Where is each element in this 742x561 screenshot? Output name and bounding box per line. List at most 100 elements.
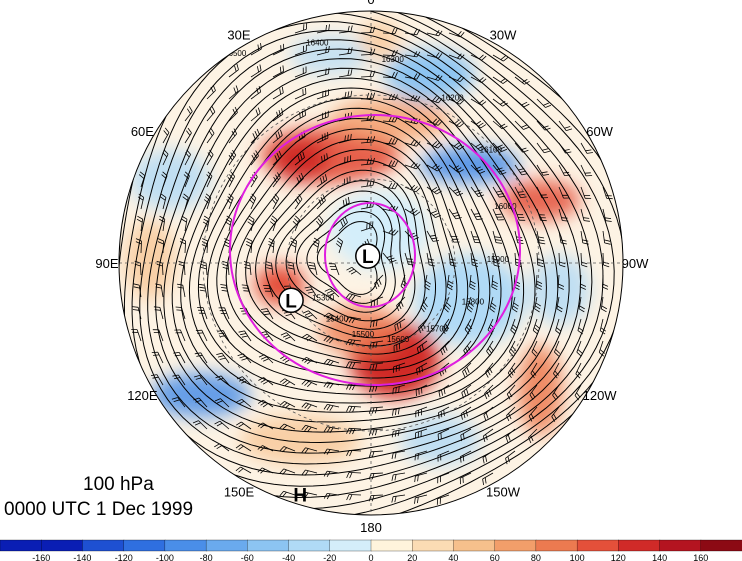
wind-barb-feather	[257, 44, 260, 51]
wind-barb	[580, 142, 588, 154]
wind-barb-feather	[274, 193, 280, 199]
longitude-label: 30W	[490, 27, 517, 42]
wind-barb	[404, 142, 417, 147]
wind-barb-feather	[431, 237, 438, 240]
wind-barb	[327, 404, 340, 408]
wind-barb-feather	[583, 220, 590, 222]
wind-barb-feather	[493, 264, 500, 268]
wind-barb-feather	[259, 64, 262, 71]
wind-barb-feather	[499, 146, 505, 150]
wind-barb-feather	[204, 196, 211, 201]
wind-barb-feather	[391, 474, 394, 481]
wind-barb-feather	[298, 193, 303, 200]
wind-barb-feather	[323, 404, 328, 410]
wind-barb-feather	[397, 408, 400, 415]
wind-barb-feather	[487, 348, 493, 354]
wind-barb	[283, 468, 296, 474]
wind-barb	[558, 230, 562, 243]
wind-barb-feather	[416, 347, 420, 354]
wind-barb-feather	[517, 191, 524, 193]
wind-barb	[206, 90, 216, 100]
wind-barb	[160, 285, 164, 298]
wind-barb-feather	[288, 267, 295, 270]
wind-barb	[228, 219, 232, 232]
wind-barb-feather	[432, 118, 437, 124]
wind-barb-feather	[457, 192, 464, 196]
longitude-label: 30E	[227, 27, 250, 42]
wind-barb-feather	[194, 422, 201, 426]
wind-barb	[415, 494, 428, 499]
wind-barb-feather	[135, 241, 142, 245]
wind-barb-feather	[323, 426, 328, 433]
wind-barb-feather	[443, 326, 448, 332]
wind-barb-feather	[466, 326, 471, 332]
wind-barb-feather	[307, 404, 312, 410]
wind-barb-feather	[410, 139, 415, 145]
wind-barb	[460, 428, 472, 436]
wind-barb	[250, 219, 255, 232]
wind-barb-feather	[268, 237, 275, 242]
wind-barb-feather	[456, 121, 462, 126]
wind-barb-feather	[186, 130, 191, 136]
wind-barb-feather	[325, 68, 327, 75]
wind-barb	[536, 142, 545, 153]
wind-barb-feather	[576, 351, 582, 357]
wind-barb-feather	[459, 99, 465, 105]
wind-barb-feather	[273, 196, 278, 202]
wind-barb-feather	[184, 171, 190, 177]
wind-barb-feather	[399, 322, 402, 329]
wind-barb-feather	[346, 266, 352, 271]
wind-barb-feather	[462, 433, 465, 440]
wind-barb-feather	[237, 353, 244, 357]
wind-barb-feather	[186, 108, 191, 115]
wind-barb-feather	[350, 47, 353, 54]
wind-barb-feather	[391, 116, 395, 122]
wind-barb-feather	[601, 305, 608, 310]
wind-barb-feather	[523, 103, 530, 108]
wind-barb-feather	[162, 152, 168, 158]
wind-barb	[470, 252, 473, 265]
wind-barb-feather	[301, 110, 304, 117]
wind-barb-feather	[603, 264, 610, 268]
wind-barb-feather	[481, 78, 487, 84]
wind-barb	[470, 76, 482, 84]
wind-barb-feather	[472, 264, 479, 267]
colorbar-swatch	[82, 539, 125, 552]
wind-barb-feather	[323, 312, 329, 318]
wind-barb	[487, 318, 494, 331]
wind-barb-feather	[372, 26, 376, 33]
wind-barb-feather	[376, 281, 380, 288]
wind-barb-feather	[312, 243, 319, 248]
wind-barb-feather	[414, 454, 416, 461]
wind-barb-feather	[245, 244, 252, 248]
wind-barb-feather	[544, 127, 551, 131]
wind-barb-feather	[413, 95, 418, 102]
wind-barb-feather	[560, 242, 567, 245]
wind-barb-feather	[543, 150, 550, 154]
wind-barb-feather	[253, 152, 258, 159]
wind-barb-feather	[260, 424, 266, 429]
wind-barb-feather	[296, 177, 300, 183]
wind-barb-feather	[279, 491, 284, 497]
height-contour	[255, 159, 436, 347]
wind-barb	[177, 397, 186, 408]
wind-barb	[483, 428, 494, 437]
wind-barb-feather	[503, 56, 509, 62]
wind-barb-feather	[413, 73, 418, 79]
wind-barb-feather	[287, 264, 294, 267]
wind-barb-feather	[545, 104, 552, 108]
wind-barb	[294, 28, 307, 34]
colorbar-tick-label: 160	[693, 553, 708, 561]
colorbar-swatch	[700, 539, 742, 552]
colorbar-tick-label: -60	[241, 553, 254, 561]
wind-barb-feather	[228, 193, 234, 199]
wind-barb-feather	[133, 283, 140, 286]
wind-barb-feather	[243, 261, 250, 264]
wind-barb-feather	[323, 359, 328, 365]
wind-barb-feather	[273, 176, 278, 183]
wind-barb-feather	[193, 397, 200, 401]
wind-barb-feather	[175, 306, 182, 308]
wind-barb-feather	[366, 180, 369, 187]
wind-barb-feather	[326, 382, 331, 388]
wind-barb-feather	[369, 48, 373, 55]
